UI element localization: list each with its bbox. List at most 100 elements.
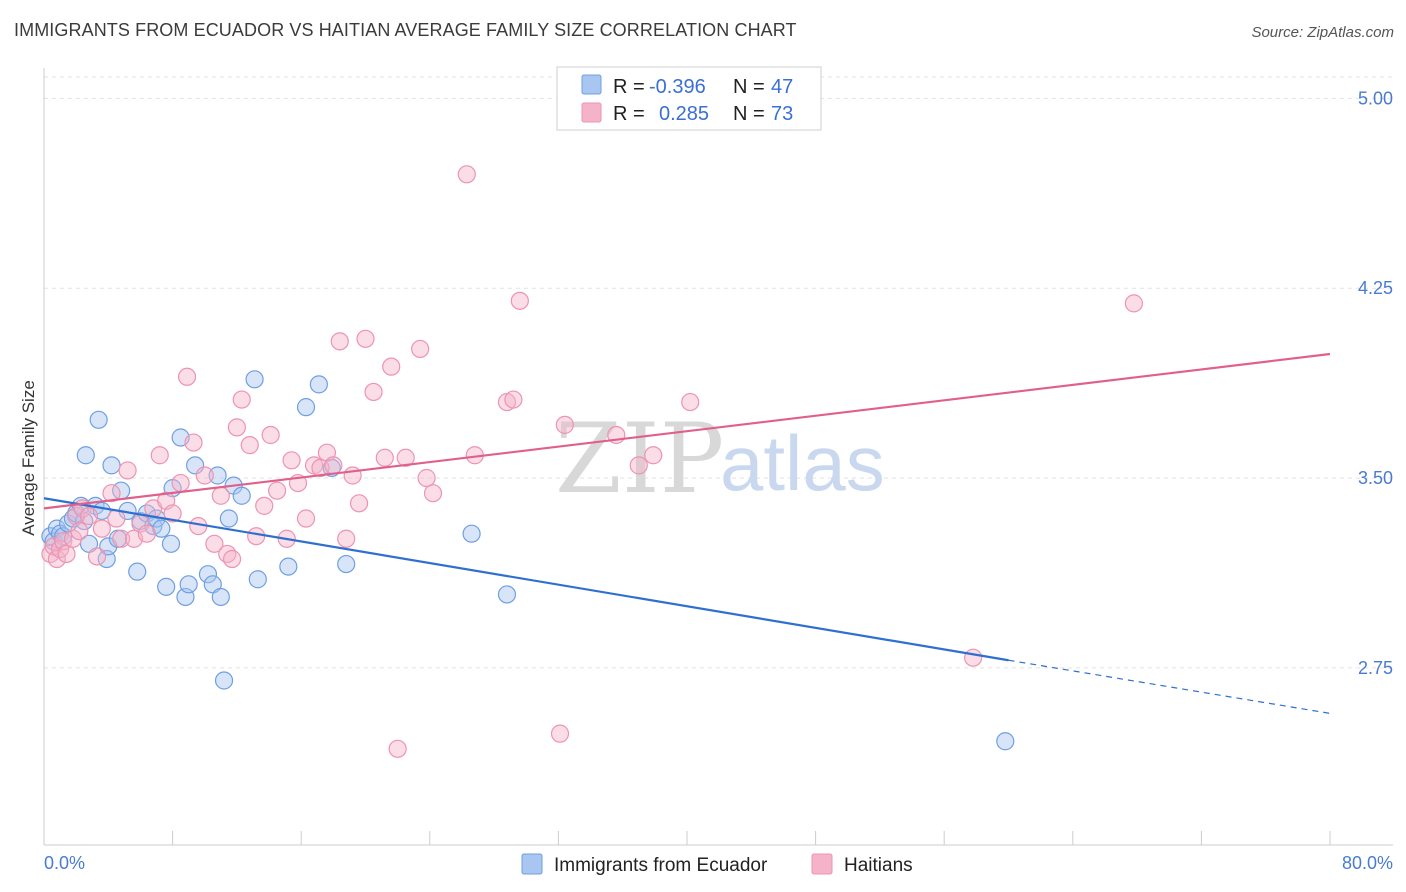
point-haitians <box>70 522 89 541</box>
point-ecuador <box>497 585 517 604</box>
legend-n-label-ecuador: N = <box>733 76 765 98</box>
watermark-atlas: atlas <box>720 419 885 507</box>
point-ecuador <box>245 370 264 389</box>
legend-n-value-haitians: 73 <box>771 103 793 125</box>
point-ecuador <box>996 732 1015 751</box>
point-haitians <box>681 392 700 412</box>
point-ecuador <box>296 398 316 417</box>
legend-n-label-haitians: N = <box>733 103 765 125</box>
point-haitians <box>218 544 237 564</box>
point-haitians <box>555 415 574 434</box>
point-ecuador <box>232 486 251 505</box>
point-ecuador <box>337 554 356 574</box>
series-legend-label-haitians: Haitians <box>844 855 913 876</box>
y-tick-label: 2.75 <box>1358 658 1393 678</box>
grid-lines <box>44 76 1393 669</box>
point-haitians <box>57 544 76 564</box>
point-ecuador <box>157 577 176 596</box>
point-haitians <box>356 329 375 348</box>
point-haitians <box>67 506 86 526</box>
point-haitians <box>177 367 197 386</box>
legend-swatch-haitians <box>581 102 602 123</box>
point-haitians <box>349 494 369 513</box>
point-haitians <box>195 466 214 485</box>
data-points <box>41 165 1143 758</box>
point-haitians <box>163 504 182 523</box>
point-haitians <box>382 357 401 376</box>
series-legend-label-ecuador: Immigrants from Ecuador <box>554 855 768 876</box>
legend-r-label-ecuador: R = <box>613 76 645 98</box>
legend-n-value-ecuador: 47 <box>771 76 793 98</box>
y-axis-label: Average Family Size <box>19 380 38 536</box>
x-tick-label-min: 0.0% <box>44 853 85 873</box>
point-haitians <box>240 436 259 455</box>
point-ecuador <box>89 410 108 429</box>
point-haitians <box>457 165 476 184</box>
point-haitians <box>510 291 529 310</box>
point-haitians <box>267 481 287 500</box>
point-haitians <box>255 496 274 515</box>
axes <box>43 68 1393 846</box>
point-ecuador <box>462 524 481 543</box>
point-ecuador <box>279 557 298 576</box>
series-legend-swatch-haitians <box>811 853 833 875</box>
point-haitians <box>504 390 523 409</box>
series-legend-swatch-ecuador <box>521 853 543 875</box>
point-haitians <box>324 456 343 475</box>
series-legend: Immigrants from Ecuador Haitians <box>521 853 913 876</box>
point-haitians <box>92 519 111 538</box>
point-haitians <box>550 724 570 743</box>
trend-line-haitians <box>43 352 1331 510</box>
point-haitians <box>107 509 126 528</box>
point-haitians <box>211 486 230 505</box>
point-haitians <box>118 461 137 480</box>
y-tick-label: 5.00 <box>1358 88 1393 108</box>
legend-r-value-ecuador: -0.396 <box>649 76 706 98</box>
point-haitians <box>964 648 983 667</box>
point-ecuador <box>198 565 218 584</box>
point-haitians <box>137 524 156 543</box>
legend-r-label-haitians: R = <box>613 103 645 125</box>
point-ecuador <box>161 534 181 553</box>
correlation-legend: R = -0.396 N = 47 R = 0.285 N = 73 <box>556 66 822 131</box>
point-ecuador <box>248 570 267 589</box>
trend-line-ecuador <box>43 497 1009 662</box>
x-tick-label-max: 80.0% <box>1342 853 1393 873</box>
point-ecuador <box>211 587 230 607</box>
point-haitians <box>232 390 251 409</box>
chart-title: IMMIGRANTS FROM ECUADOR VS HAITIAN AVERA… <box>14 20 797 40</box>
legend-swatch-ecuador <box>581 74 602 95</box>
point-haitians <box>47 549 66 569</box>
point-haitians <box>184 433 203 452</box>
point-haitians <box>150 446 169 465</box>
point-haitians <box>261 425 280 445</box>
source-label: Source: ZipAtlas.com <box>1251 24 1394 41</box>
point-haitians <box>205 534 224 553</box>
point-haitians <box>227 418 246 437</box>
point-haitians <box>282 451 301 470</box>
point-haitians <box>364 382 383 402</box>
point-haitians <box>1124 294 1143 313</box>
trend-lines <box>43 352 1331 714</box>
point-ecuador <box>309 375 328 394</box>
point-ecuador <box>76 446 95 465</box>
point-ecuador <box>214 671 234 690</box>
point-haitians <box>112 529 131 548</box>
watermark: ZIP atlas <box>555 403 885 515</box>
y-tick-label: 4.25 <box>1358 278 1393 298</box>
point-ecuador <box>102 456 121 475</box>
point-ecuador <box>208 466 227 485</box>
point-haitians <box>171 473 190 493</box>
point-haitians <box>337 529 356 548</box>
point-haitians <box>87 547 107 566</box>
point-haitians <box>644 446 663 465</box>
point-haitians <box>296 509 316 528</box>
legend-r-value-haitians: 0.285 <box>659 103 709 125</box>
point-haitians <box>63 529 83 548</box>
point-haitians <box>411 339 430 359</box>
point-haitians <box>79 506 99 526</box>
y-tick-labels: 2.75 3.50 4.25 5.00 <box>1358 88 1393 677</box>
point-haitians <box>629 456 648 475</box>
point-haitians <box>330 332 349 351</box>
point-haitians <box>417 468 436 488</box>
